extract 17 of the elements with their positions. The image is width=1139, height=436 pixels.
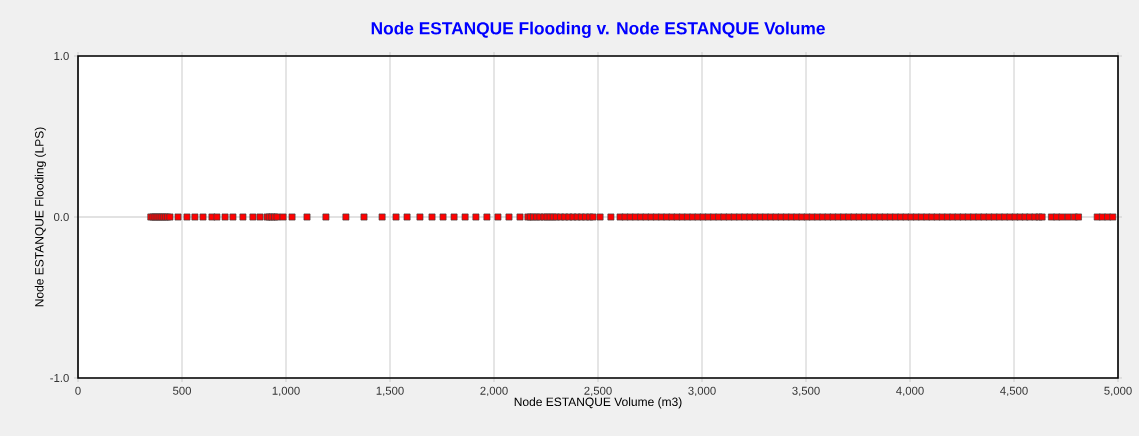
y-tick-label: 0.0 (53, 213, 69, 222)
y-tick-label: -1.0 (50, 374, 69, 383)
x-tick-label: 3,000 (688, 386, 716, 397)
x-tick-label: 1,000 (272, 386, 300, 397)
x-tick-label: 4,500 (1000, 386, 1028, 397)
x-tick-label: 2,500 (584, 386, 612, 397)
x-tick-label: 0 (75, 386, 81, 395)
x-axis-title: Node ESTANQUE Volume (m3) (514, 397, 682, 409)
x-tick-label: 3,500 (792, 386, 820, 397)
x-tick-label: 500 (173, 386, 192, 395)
x-tick-label: 4,000 (896, 386, 924, 397)
x-tick-label: 2,000 (480, 386, 508, 397)
x-tick-label: 5,000 (1104, 386, 1132, 397)
chart-title: Node ESTANQUE Flooding v. Node ESTANQUE Volume (371, 21, 825, 38)
x-tick-label: 1,500 (376, 386, 404, 397)
y-tick-label: 1.0 (54, 52, 69, 61)
y-axis-title: Node ESTANQUE Flooding (LPS) (34, 127, 46, 307)
